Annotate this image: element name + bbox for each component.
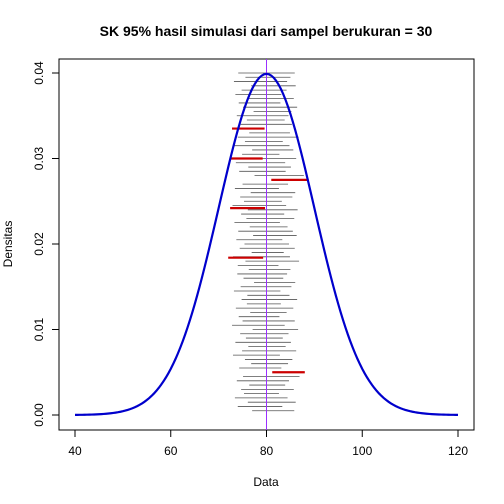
y-tick-label: 0.01 bbox=[32, 317, 46, 341]
x-tick-label: 100 bbox=[352, 444, 372, 458]
density-curve bbox=[74, 72, 459, 416]
y-tick-label: 0.02 bbox=[32, 232, 46, 256]
x-axis-label: Data bbox=[253, 475, 279, 489]
y-tick-label: 0.04 bbox=[32, 61, 46, 85]
x-tick-label: 80 bbox=[260, 444, 274, 458]
y-tick-label: 0.03 bbox=[32, 146, 46, 170]
x-tick-label: 60 bbox=[164, 444, 178, 458]
x-tick-label: 40 bbox=[68, 444, 82, 458]
y-axis-label: Densitas bbox=[1, 221, 15, 268]
chart-title: SK 95% hasil simulasi dari sampel beruku… bbox=[100, 23, 433, 39]
x-tick-label: 120 bbox=[448, 444, 468, 458]
plot-layer: 40 60 80 100 120 0.00 0.01 0.02 0.03 0.04 bbox=[32, 58, 475, 458]
y-tick-label: 0.00 bbox=[32, 403, 46, 427]
